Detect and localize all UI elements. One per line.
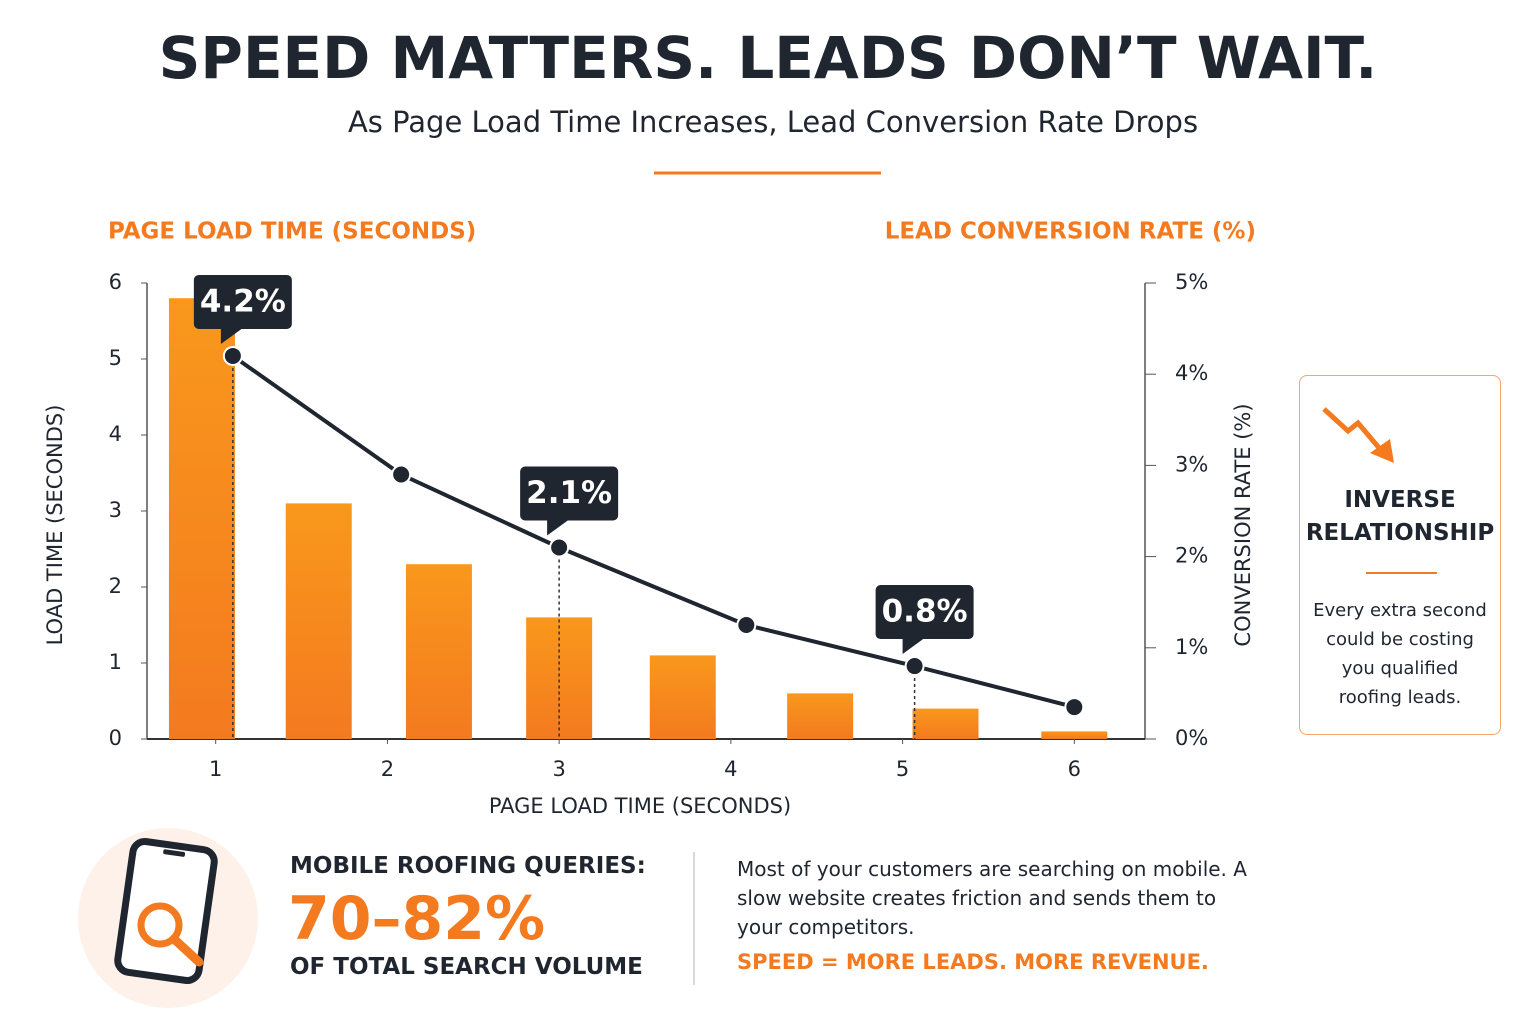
point: [549, 537, 570, 558]
y-tick-label: 1: [109, 650, 122, 674]
phone-icon: [114, 837, 218, 985]
y-tick-label: 5: [109, 346, 122, 370]
y-tick-label: 0: [109, 726, 122, 750]
point: [391, 464, 412, 485]
bar: [1041, 731, 1108, 739]
search-icon: [137, 902, 183, 948]
y2-tick-label: 0%: [1175, 726, 1208, 750]
callout: [193, 274, 292, 329]
series-header: LEAD CONVERSION RATE (%): [885, 219, 1256, 245]
y-tick-label: 2: [109, 574, 122, 598]
value-label: 0.8%: [882, 594, 968, 630]
bar: [168, 298, 235, 739]
y2-tick-label: 1%: [1175, 635, 1208, 659]
x-tick-label: 2: [381, 757, 394, 781]
x-tick-label: 5: [896, 757, 909, 781]
sidebar-card: INVERSE RELATIONSHIP Every extra second …: [1299, 375, 1501, 735]
line: [231, 354, 1075, 710]
value-label: 2.1%: [526, 475, 612, 511]
title: SPEED MATTERS. LEADS DON’T WAIT.: [159, 24, 1378, 92]
y2-tick-label: 2%: [1175, 544, 1208, 568]
y-tick-label: 4: [109, 422, 122, 446]
callout-pointer: [547, 519, 570, 536]
bar: [405, 564, 472, 739]
bar: [912, 708, 979, 739]
y-tick-label: 6: [109, 270, 122, 294]
y-tick-label: 3: [109, 498, 122, 522]
x-axis-label: PAGE LOAD TIME (SECONDS): [489, 794, 791, 818]
value-label: 4.2%: [200, 283, 286, 319]
x-tick-label: 6: [1068, 757, 1081, 781]
series-header: PAGE LOAD TIME (SECONDS): [108, 219, 476, 245]
callout: [875, 585, 974, 640]
bar: [285, 503, 352, 739]
subtitle: As Page Load Time Increases, Lead Conver…: [348, 105, 1198, 139]
point: [736, 615, 757, 635]
footer-tagline: SPEED = MORE LEADS. MORE REVENUE.: [737, 950, 1209, 974]
footer-stat-note: OF TOTAL SEARCH VOLUME: [290, 954, 643, 980]
down-arrow-icon: [1322, 407, 1394, 463]
sidebar-text: Every extra second could be costing you …: [1313, 600, 1487, 708]
point: [222, 345, 243, 366]
search-handle: [169, 934, 204, 967]
footer-heading: MOBILE ROOFING QUERIES:: [290, 853, 646, 879]
callout: [520, 466, 619, 521]
x-tick-label: 3: [552, 757, 565, 781]
sidebar-title: INVERSE RELATIONSHIP: [1305, 487, 1495, 546]
phone-speaker: [163, 849, 186, 857]
y2-tick-label: 3%: [1175, 452, 1208, 476]
point: [1064, 697, 1085, 718]
bar: [649, 655, 716, 739]
sidebar-rule: [1366, 572, 1437, 574]
x-tick-label: 4: [724, 757, 737, 781]
bar: [526, 617, 593, 739]
footer-text: Most of your customers are searching on …: [737, 857, 1247, 939]
callout-pointer: [902, 638, 925, 655]
footer-stat: 70–82%: [288, 884, 546, 954]
y2-tick-label: 4%: [1175, 361, 1208, 385]
callout-pointer: [220, 327, 243, 344]
y2-axis-label: CONVERSION RATE (%): [1231, 403, 1255, 646]
y2-tick-label: 5%: [1175, 270, 1208, 294]
bar: [787, 693, 854, 739]
point: [904, 656, 925, 677]
x-tick-label: 1: [209, 757, 222, 781]
y-axis-label: LOAD TIME (SECONDS): [43, 405, 67, 646]
